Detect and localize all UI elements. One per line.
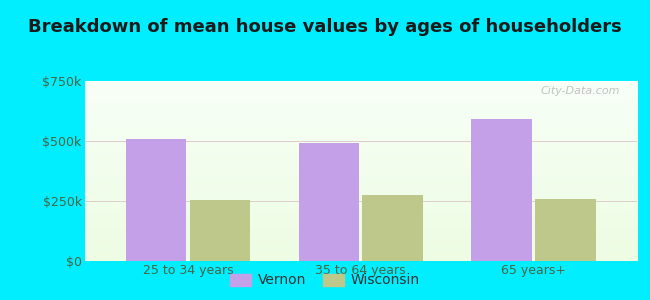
- Bar: [471, 119, 532, 261]
- Bar: [298, 143, 359, 261]
- Text: Breakdown of mean house values by ages of householders: Breakdown of mean house values by ages o…: [28, 18, 622, 36]
- Bar: [363, 195, 423, 261]
- Bar: [190, 200, 250, 261]
- Legend: Vernon, Wisconsin: Vernon, Wisconsin: [225, 268, 425, 293]
- Bar: [535, 199, 595, 261]
- Bar: [126, 139, 187, 261]
- Text: City-Data.com: City-Data.com: [541, 86, 620, 96]
